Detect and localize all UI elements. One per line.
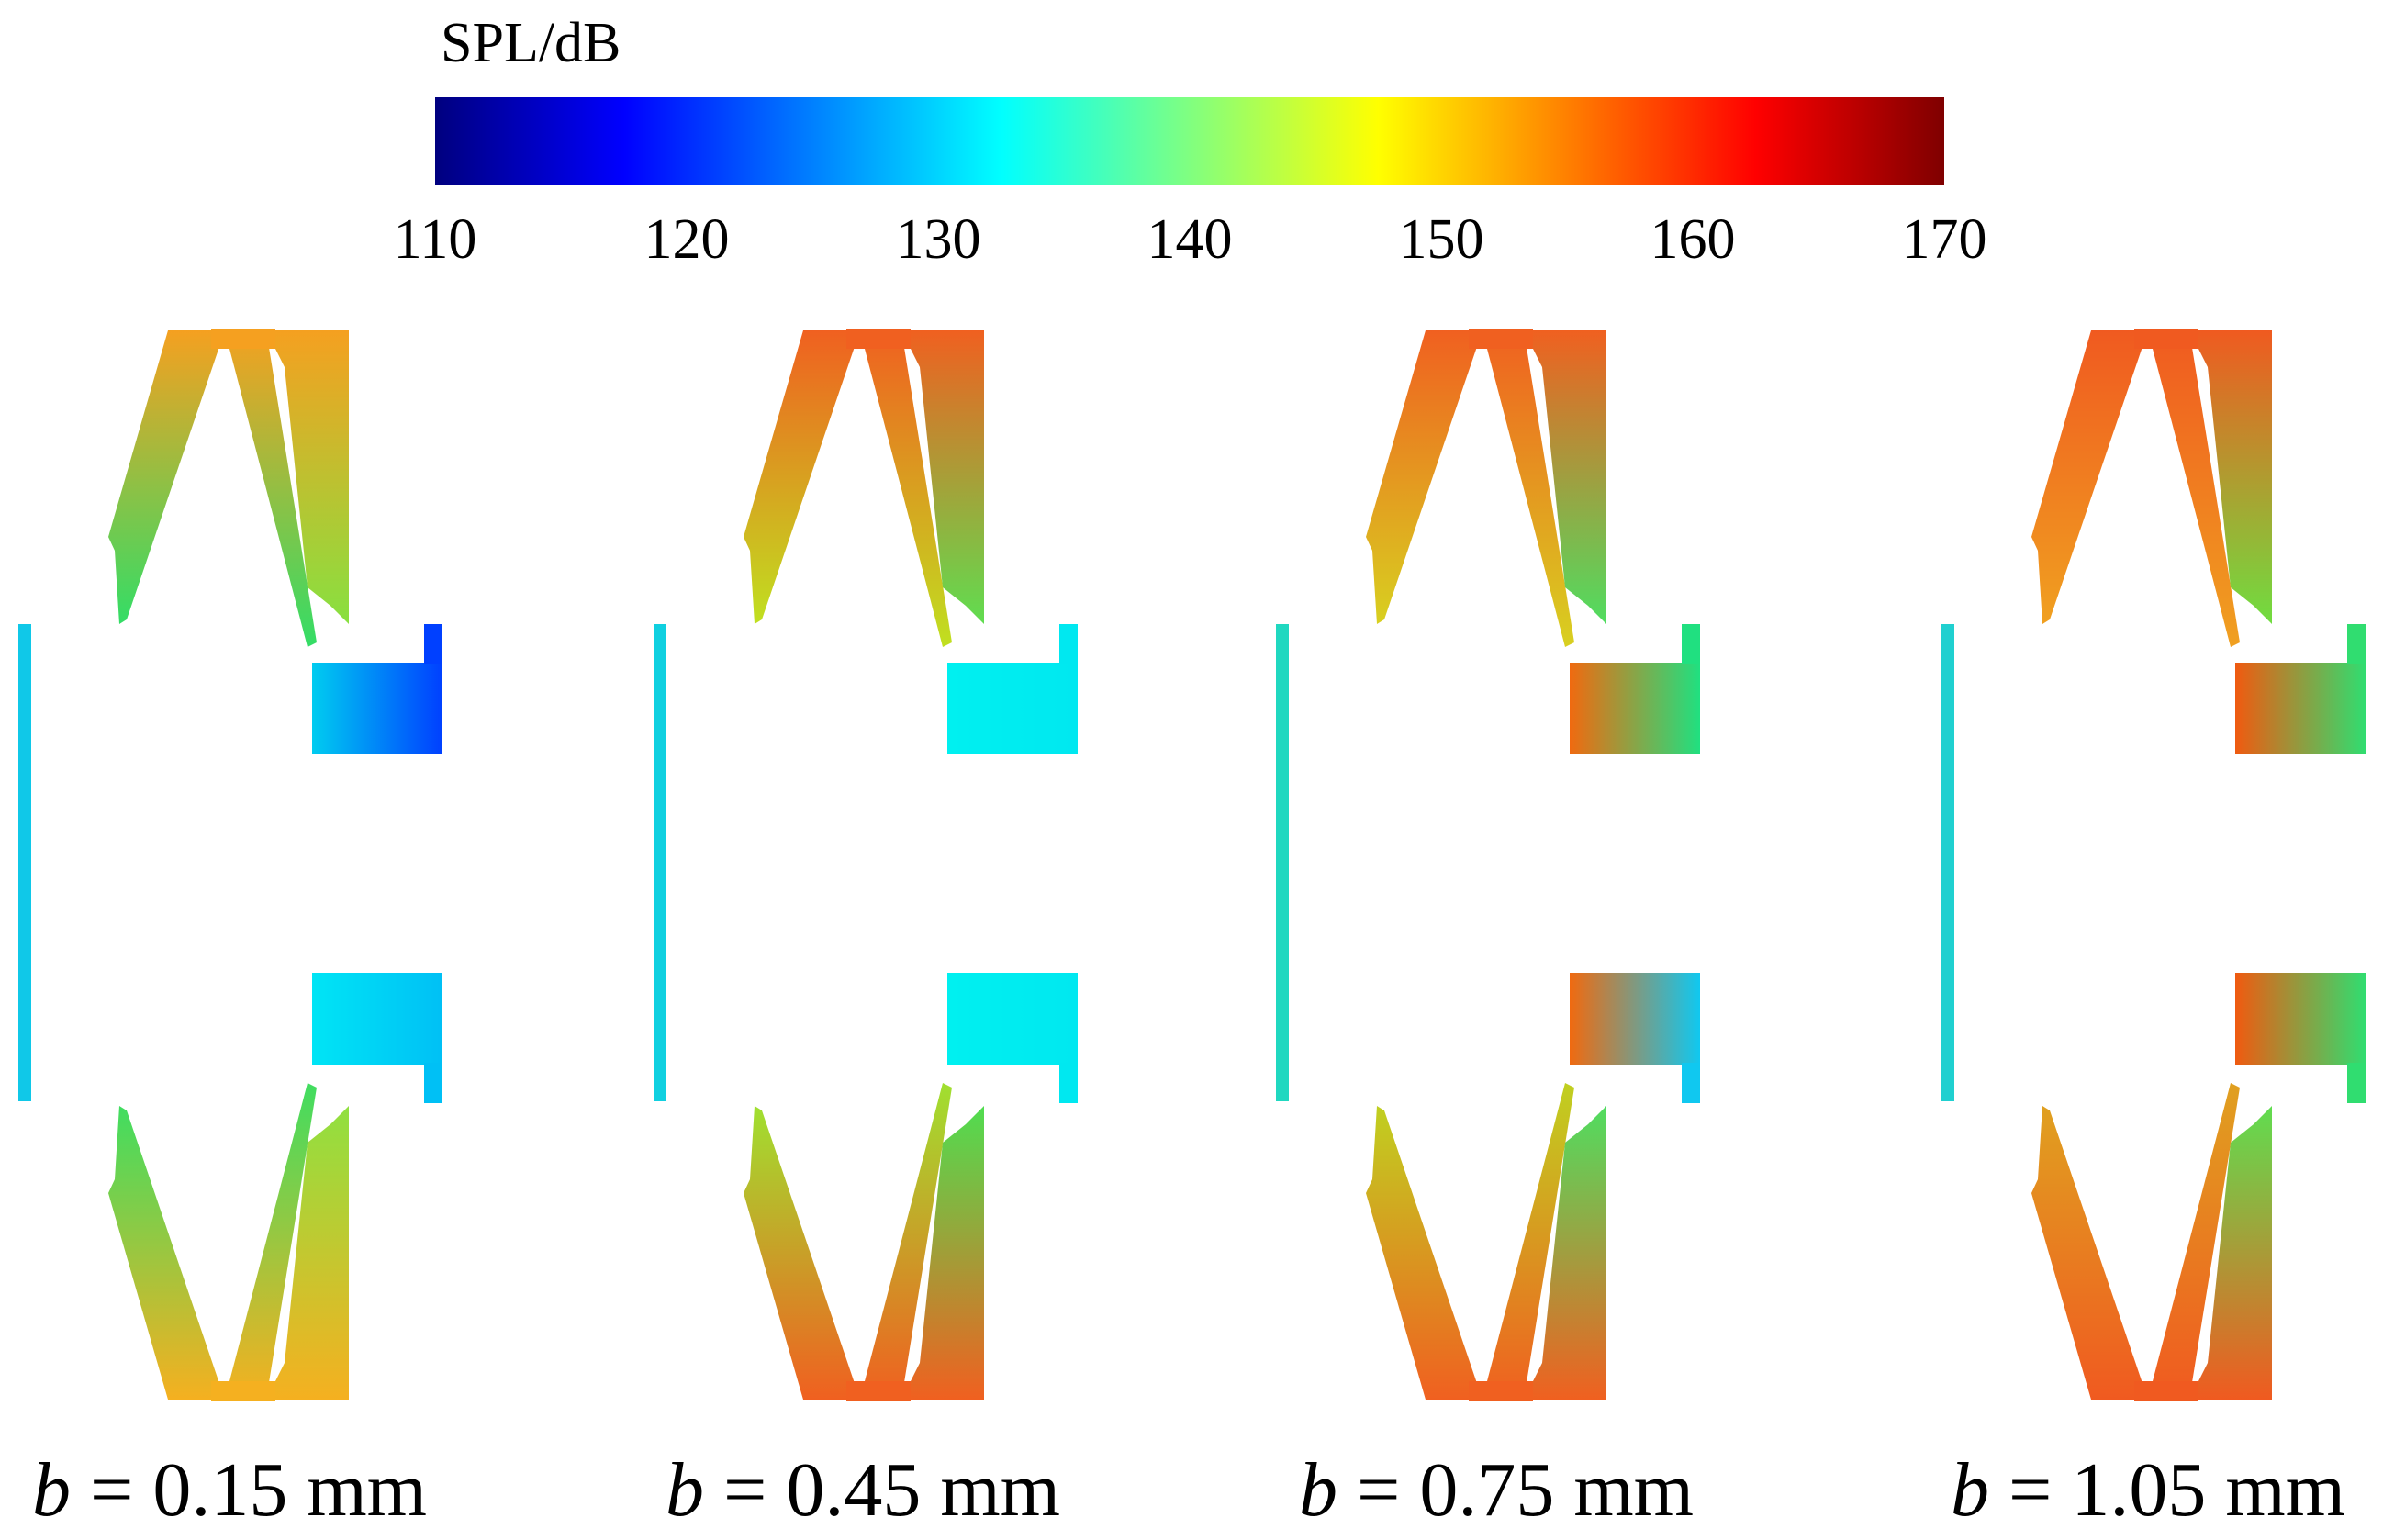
bottom-left-channel [193,1083,317,1400]
bottom-left-channel [1450,1083,1574,1400]
bottom-tip [1469,1381,1533,1401]
bottom-outer-channel [108,1106,225,1400]
bottom-outer-channel [1366,1106,1482,1400]
upper-chamber [312,663,442,754]
panel-label-value: = 0.15 mm [70,1447,428,1533]
upper-chamber [1570,663,1700,754]
bottom-right-channel [2189,1106,2272,1400]
panel-label: b = 0.15 mm [32,1445,427,1534]
colorbar-tick-label: 120 [643,208,730,271]
upper-chamber [947,663,1078,754]
lower-chamber [312,973,442,1065]
top-outer-channel [1366,330,1482,624]
panel-label-variable: b [1950,1447,1989,1533]
contour-panel [18,329,442,1401]
panel-label: b = 1.05 mm [1951,1445,2345,1534]
lower-chamber [947,973,1078,1065]
contour-panel [654,329,1078,1401]
panel-label-value: = 0.75 mm [1337,1447,1695,1533]
left-gap-strip [1941,624,1954,1101]
top-outer-channel [108,330,225,624]
colorbar-title: SPL/dB [441,12,621,74]
panel-label: b = 0.75 mm [1299,1445,1694,1534]
top-tip [2134,329,2198,349]
top-left-channel [828,330,952,647]
colorbar [435,97,1944,185]
upper-slot [2347,624,2366,664]
contour-panel [1941,329,2366,1401]
panel-label-value: = 0.45 mm [703,1447,1061,1533]
colorbar-tick-label: 140 [1147,208,1233,271]
panel-label-variable: b [665,1447,704,1533]
top-left-channel [193,330,317,647]
lower-chamber [2235,973,2366,1065]
contour-panel [1276,329,1700,1401]
panel-label-value: = 1.05 mm [1988,1447,2346,1533]
upper-slot [424,624,442,664]
left-gap-strip [18,624,31,1101]
top-tip [1469,329,1533,349]
top-left-channel [2116,330,2240,647]
bottom-tip [211,1381,275,1401]
upper-slot [1059,624,1078,664]
panel-label-variable: b [1298,1447,1337,1533]
upper-chamber [2235,663,2366,754]
colorbar-tick-label: 150 [1398,208,1484,271]
lower-slot [1059,1063,1078,1103]
bottom-right-channel [901,1106,984,1400]
contour-panels [18,329,2366,1401]
left-gap-strip [654,624,666,1101]
top-right-channel [2189,330,2272,624]
colorbar-tick-label: 160 [1650,208,1736,271]
bottom-outer-channel [2031,1106,2148,1400]
lower-slot [424,1063,442,1103]
lower-slot [1682,1063,1700,1103]
bottom-right-channel [266,1106,349,1400]
panel-label: b = 0.45 mm [666,1445,1060,1534]
top-left-channel [1450,330,1574,647]
top-tip [211,329,275,349]
top-tip [846,329,911,349]
bottom-tip [2134,1381,2198,1401]
colorbar-tick-label: 130 [895,208,981,271]
lower-slot [2347,1063,2366,1103]
top-right-channel [901,330,984,624]
bottom-outer-channel [744,1106,860,1400]
top-right-channel [266,330,349,624]
bottom-left-channel [2116,1083,2240,1400]
colorbar-tick-label: 110 [393,208,477,271]
bottom-right-channel [1524,1106,1606,1400]
lower-chamber [1570,973,1700,1065]
bottom-left-channel [828,1083,952,1400]
top-right-channel [1524,330,1606,624]
left-gap-strip [1276,624,1289,1101]
top-outer-channel [744,330,860,624]
top-outer-channel [2031,330,2148,624]
panel-label-variable: b [31,1447,71,1533]
colorbar-tick-label: 170 [1901,208,1987,271]
bottom-tip [846,1381,911,1401]
upper-slot [1682,624,1700,664]
